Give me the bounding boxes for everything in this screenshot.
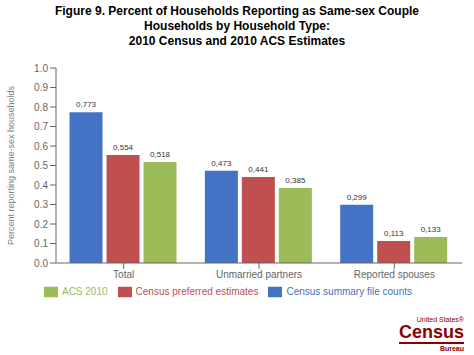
html-text:Figure 9. Percent of Household: Figure 9. Percent of Households Reportin… [55,4,419,48]
svg-text:0,299: 0,299 [347,193,368,202]
html-text:Census: Census [399,322,464,342]
svg-text:Reported spouses: Reported spouses [354,269,435,280]
svg-text:0.0: 0.0 [34,258,48,269]
svg-text:0.9: 0.9 [34,82,48,93]
html-text:Census preferred estimates: Census preferred estimates [135,285,259,297]
svg-text:0,385: 0,385 [285,176,306,185]
svg-text:0.6: 0.6 [34,141,48,152]
svg-text:Percent reporting same-sex hou: Percent reporting same-sex households [8,85,16,245]
html-text:Bureau: Bureau [439,345,464,352]
svg-text:0,554: 0,554 [113,143,134,152]
svg-text:0,113: 0,113 [384,229,404,238]
svg-text:0,473: 0,473 [211,159,232,168]
html-text:United States®: United States® [416,316,464,323]
html-text:ACS 2010: ACS 2010 [62,285,108,297]
svg-text:0.4: 0.4 [34,180,48,191]
svg-text:0.5: 0.5 [34,160,48,171]
svg-text:0.7: 0.7 [34,121,48,132]
svg-text:0.8: 0.8 [34,102,48,113]
svg-text:0.2: 0.2 [34,219,48,230]
html-text:Census summary file counts: Census summary file counts [286,285,412,297]
svg-text:0,518: 0,518 [150,150,171,159]
svg-text:0.1: 0.1 [34,238,48,249]
svg-text:0,773: 0,773 [76,100,97,109]
svg-text:0,133: 0,133 [421,225,442,234]
svg-text:Unmarried partners: Unmarried partners [216,269,302,280]
svg-text:0.3: 0.3 [34,199,48,210]
svg-text:Total: Total [113,269,134,280]
svg-text:1.0: 1.0 [34,63,48,74]
svg-text:0,441: 0,441 [248,165,269,174]
